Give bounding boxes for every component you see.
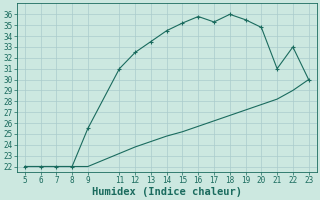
X-axis label: Humidex (Indice chaleur): Humidex (Indice chaleur) [92,186,242,197]
